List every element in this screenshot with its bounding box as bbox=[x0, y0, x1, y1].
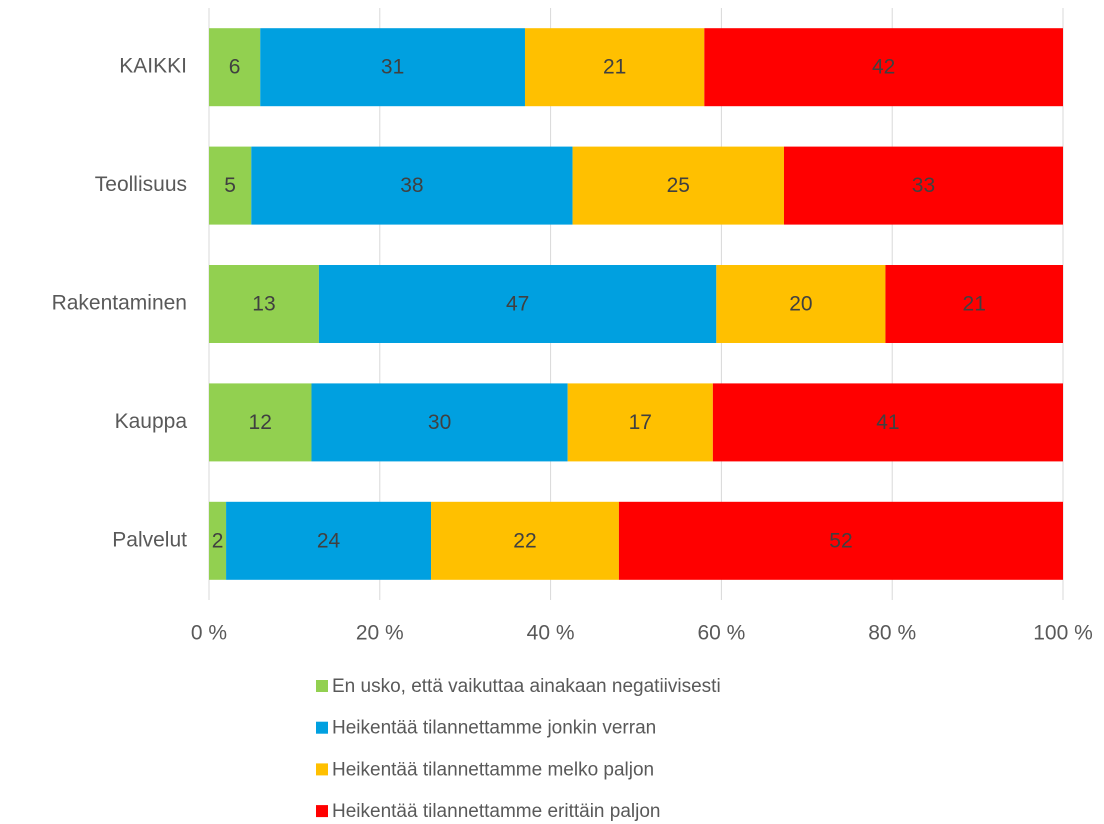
x-tick-label: 80 % bbox=[868, 622, 916, 645]
data-label: 13 bbox=[252, 293, 275, 316]
legend-label: En usko, että vaikuttaa ainakaan negatii… bbox=[332, 676, 721, 697]
bar-segment bbox=[704, 28, 1063, 107]
data-label: 31 bbox=[381, 56, 404, 79]
data-label: 42 bbox=[872, 56, 895, 79]
y-tick-label: KAIKKI bbox=[119, 55, 187, 78]
x-tick-label: 100 % bbox=[1033, 622, 1093, 645]
x-tick-label: 40 % bbox=[527, 622, 575, 645]
data-label: 30 bbox=[428, 411, 451, 434]
data-label: 21 bbox=[963, 293, 986, 316]
data-label: 47 bbox=[506, 293, 529, 316]
y-tick-label: Palvelut bbox=[112, 528, 187, 551]
data-label: 25 bbox=[667, 174, 690, 197]
data-label: 41 bbox=[876, 411, 899, 434]
bar-segment bbox=[226, 501, 432, 580]
bar-segment bbox=[618, 501, 1063, 580]
bar-segment bbox=[572, 146, 784, 225]
y-tick-label: Teollisuus bbox=[95, 173, 187, 196]
data-label: 38 bbox=[400, 174, 423, 197]
legend-swatch bbox=[316, 680, 328, 692]
x-tick-label: 60 % bbox=[697, 622, 745, 645]
bar-segment bbox=[567, 383, 713, 462]
bar-segment bbox=[209, 146, 252, 225]
y-tick-label: Kauppa bbox=[115, 410, 188, 433]
data-label: 12 bbox=[249, 411, 272, 434]
legend-swatch bbox=[316, 721, 328, 734]
x-tick-label: 0 % bbox=[191, 622, 227, 645]
legend-label: Heikentää tilannettamme melko paljon bbox=[332, 759, 654, 780]
bar-segment bbox=[209, 28, 261, 107]
bar-segment bbox=[783, 146, 1063, 225]
data-label: 21 bbox=[603, 56, 626, 79]
data-label: 17 bbox=[629, 411, 652, 434]
bar-segment bbox=[209, 265, 319, 343]
data-label: 22 bbox=[513, 529, 536, 552]
bar-segment bbox=[712, 383, 1063, 462]
bar-segment bbox=[716, 265, 886, 343]
data-label: 52 bbox=[829, 529, 852, 552]
legend-swatch bbox=[316, 805, 328, 818]
x-tick-label: 20 % bbox=[356, 622, 404, 645]
data-label: 33 bbox=[912, 174, 935, 197]
bar-segment bbox=[260, 28, 525, 107]
legend-label: Heikentää tilannettamme erittäin paljon bbox=[332, 801, 660, 822]
data-label: 2 bbox=[212, 529, 224, 552]
legend-label: Heikentää tilannettamme jonkin verran bbox=[332, 718, 656, 739]
y-tick-label: Rakentaminen bbox=[52, 292, 187, 315]
bar-segment bbox=[524, 28, 705, 107]
data-label: 20 bbox=[789, 293, 812, 316]
bar-segment bbox=[431, 501, 619, 580]
data-label: 6 bbox=[229, 56, 241, 79]
bar-segment bbox=[885, 265, 1063, 343]
bar-segment bbox=[311, 383, 568, 462]
bar-segment bbox=[251, 146, 573, 225]
bar-segment bbox=[209, 501, 227, 580]
bar-segment bbox=[209, 383, 312, 462]
bar-segment bbox=[318, 265, 717, 343]
data-label: 5 bbox=[224, 174, 236, 197]
legend-swatch bbox=[316, 763, 328, 776]
data-label: 24 bbox=[317, 529, 341, 552]
